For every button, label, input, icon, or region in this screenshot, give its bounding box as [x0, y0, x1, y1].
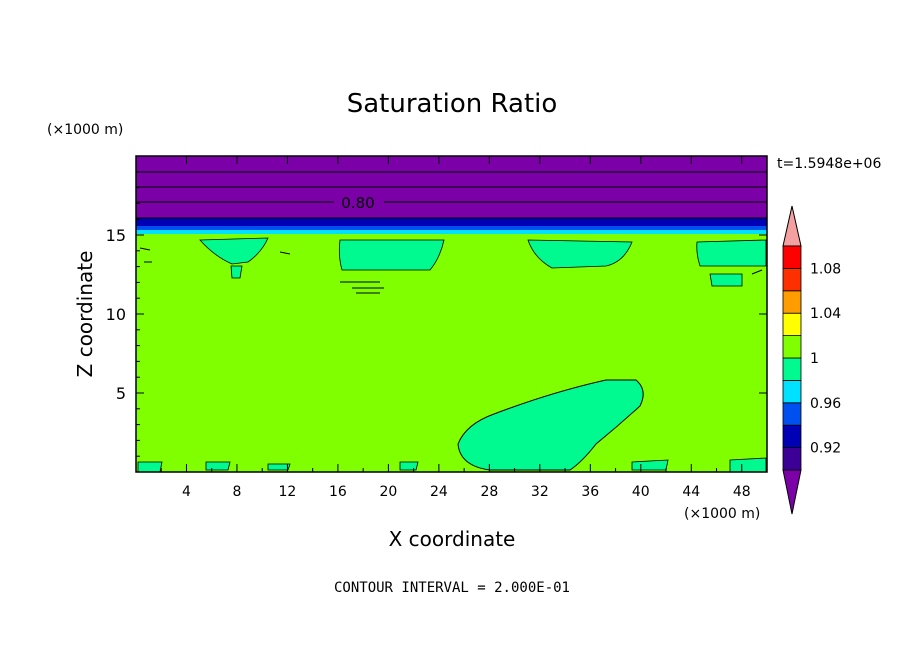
colorbar-swatch — [782, 245, 802, 269]
colorbar-swatch — [782, 290, 802, 314]
x-tick-label: 8 — [232, 484, 241, 500]
colorbar-swatch — [782, 402, 802, 426]
plot-area: 0.80 — [136, 156, 767, 472]
y-unit-label: (×1000 m) — [47, 122, 123, 138]
x-tick-label: 36 — [581, 484, 599, 500]
band-092 — [136, 218, 767, 226]
colorbar-label: 1.08 — [810, 261, 841, 277]
colorbar-swatch — [782, 335, 802, 359]
x-tick-label: 44 — [682, 484, 700, 500]
band-098 — [136, 230, 767, 234]
contour-label: 0.80 — [341, 194, 374, 212]
contour-lines — [136, 171, 767, 219]
colorbar: 0.92 0.96 1 1.04 1.08 — [782, 205, 841, 515]
y-axis-ticks: 5 10 15 — [106, 171, 767, 457]
colorbar-swatch — [782, 357, 802, 381]
colorbar-swatch — [782, 267, 802, 292]
y-tick-label: 5 — [116, 384, 126, 403]
near-saturation-field — [136, 234, 767, 472]
colorbar-swatch — [782, 312, 802, 337]
colorbar-swatch — [782, 424, 802, 449]
colorbar-low-extend — [782, 469, 802, 515]
band-096 — [136, 226, 767, 230]
x-tick-label: 32 — [531, 484, 549, 500]
colorbar-swatch — [782, 379, 802, 404]
x-tick-label: 48 — [733, 484, 751, 500]
x-tick-label: 12 — [279, 484, 297, 500]
x-tick-label: 24 — [430, 484, 448, 500]
time-label: t=1.5948e+06 — [777, 156, 881, 172]
colorbar-label: 1.04 — [810, 306, 841, 322]
colorbar-label: 0.96 — [810, 396, 841, 412]
colorbar-label: 1 — [810, 351, 819, 367]
x-axis-label: X coordinate — [389, 527, 516, 551]
colorbar-high-extend — [782, 205, 802, 247]
x-axis-ticks: 4 8 12 16 20 24 28 32 36 40 44 48 — [160, 156, 751, 500]
y-tick-label: 10 — [106, 305, 126, 324]
y-axis-label: Z coordinate — [73, 251, 97, 378]
subsaturated-patches — [199, 237, 767, 287]
x-tick-label: 28 — [480, 484, 498, 500]
x-tick-label: 4 — [182, 484, 191, 500]
chart-title: Saturation Ratio — [347, 89, 558, 119]
colorbar-label: 0.92 — [810, 441, 841, 457]
lower-subsaturated-region — [457, 379, 644, 471]
x-unit-label: (×1000 m) — [684, 506, 760, 522]
y-tick-label: 15 — [106, 226, 126, 245]
colorbar-swatch — [782, 447, 802, 471]
x-tick-label: 16 — [329, 484, 347, 500]
x-tick-label: 40 — [632, 484, 650, 500]
contour-interval-note: CONTOUR INTERVAL = 2.000E-01 — [334, 580, 570, 596]
x-tick-label: 20 — [379, 484, 397, 500]
contour-fragments — [139, 247, 763, 294]
